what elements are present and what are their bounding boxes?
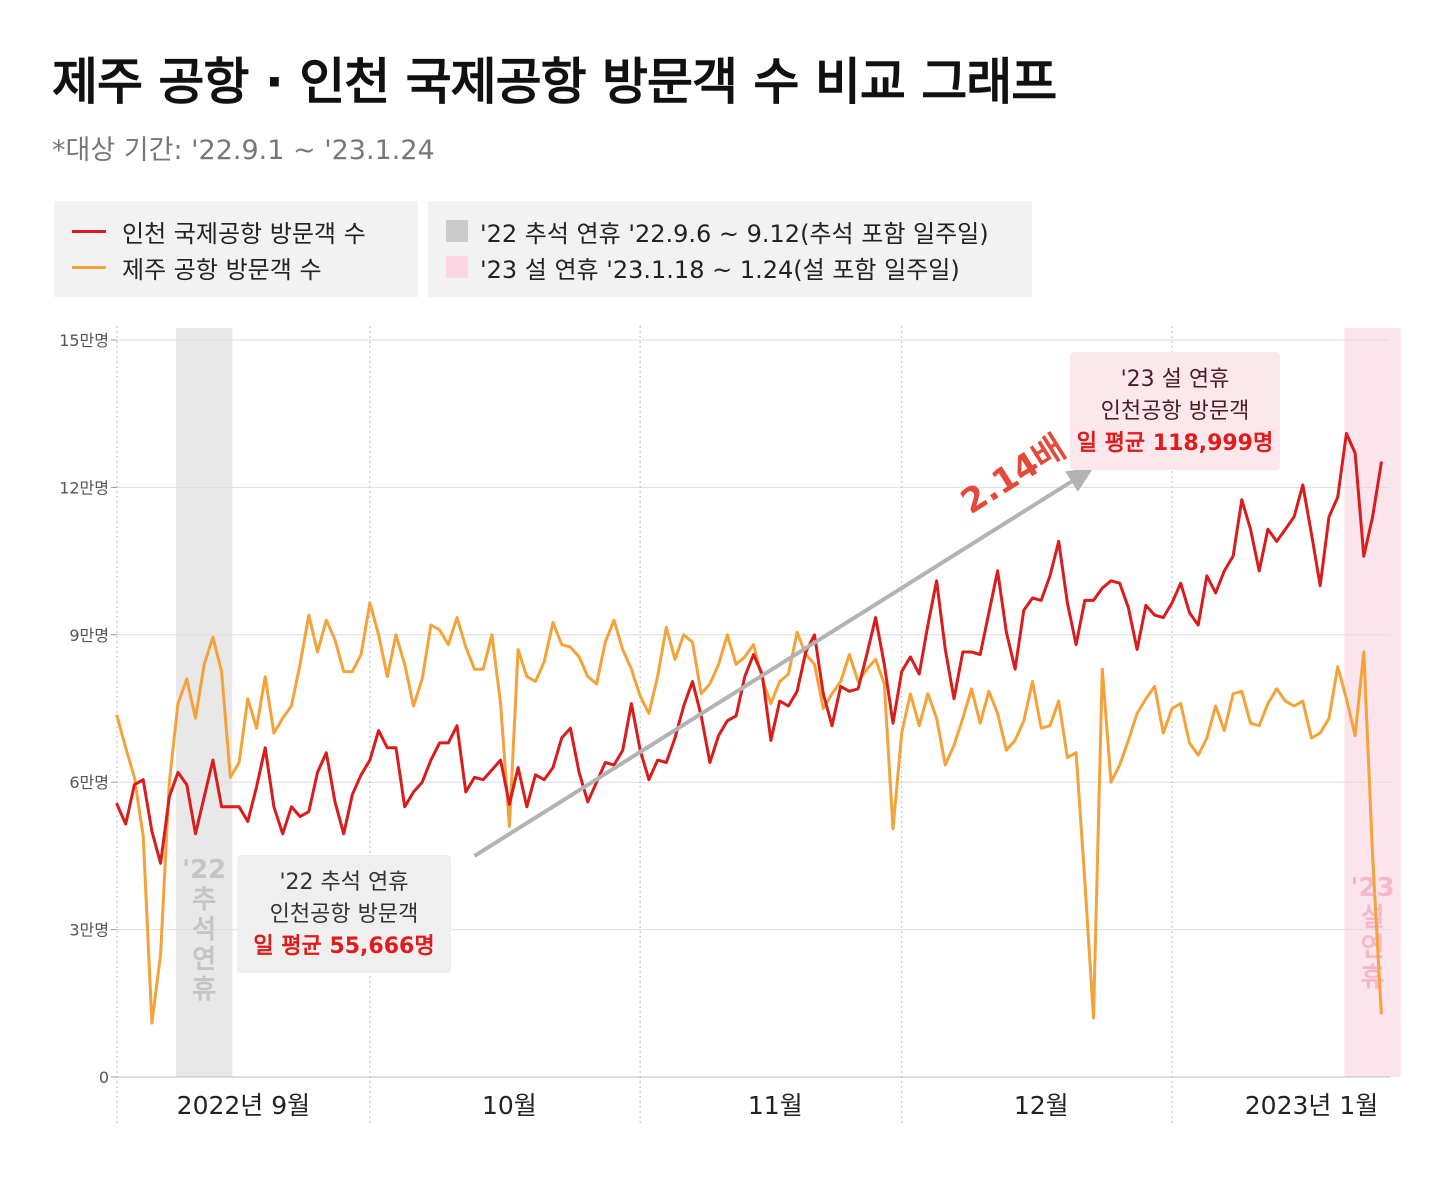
x-tick-label: 11월 <box>748 1091 803 1120</box>
trend-arrow-head <box>1065 467 1094 492</box>
legend-label-incheon: 인천 국제공항 방문객 수 <box>122 219 366 248</box>
band-label-char: 설 <box>1361 903 1385 933</box>
annotation-text: 인천공항 방문객 <box>1101 399 1250 424</box>
seollal-swatch-icon <box>446 256 468 278</box>
band-label-char: 휴 <box>192 975 216 1005</box>
x-tick-label: 2022년 9월 <box>177 1091 310 1120</box>
growth-ratio-label: 2.14배 <box>954 427 1073 522</box>
legend-item-seollal: '23 설 연휴 '23.1.18 ~ 1.24(설 포함 일주일) <box>446 249 1014 285</box>
annotation-text: '23 설 연휴 <box>1121 367 1230 392</box>
band-label-char: 연 <box>1361 933 1385 963</box>
legend-item-incheon: 인천 국제공항 방문객 수 <box>72 213 400 249</box>
period-legend: '22 추석 연휴 '22.9.6 ~ 9.12(추석 포함 일주일) '23 … <box>428 201 1032 297</box>
y-tick-label: 15만명 <box>59 331 109 350</box>
x-tick-label: 12월 <box>1014 1091 1069 1120</box>
band-label-char: 석 <box>192 915 216 945</box>
annotation-box <box>1070 352 1280 470</box>
annotation-highlight: 일 평균 118,999명 <box>1077 431 1273 456</box>
x-tick-label: 10월 <box>482 1091 537 1120</box>
legend-label-jeju: 제주 공항 방문객 수 <box>122 255 322 284</box>
chuseok-swatch-icon <box>446 220 468 242</box>
jeju-line-icon <box>72 265 106 269</box>
annotation-text: '22 추석 연휴 <box>280 870 409 895</box>
incheon-line-icon <box>72 229 106 233</box>
annotation-highlight: 일 평균 55,666명 <box>253 934 434 959</box>
x-tick-label: 2023년 1월 <box>1245 1091 1378 1120</box>
legend-label-seollal: '23 설 연휴 '23.1.18 ~ 1.24(설 포함 일주일) <box>480 255 960 284</box>
legend-label-chuseok: '22 추석 연휴 '22.9.6 ~ 9.12(추석 포함 일주일) <box>480 219 989 248</box>
band-label-char: 추 <box>192 885 216 915</box>
y-tick-label: 3만명 <box>69 921 109 940</box>
legend-item-jeju: 제주 공항 방문객 수 <box>72 249 400 285</box>
y-tick-label: 0 <box>99 1068 109 1087</box>
series-line-jeju <box>115 601 1383 1025</box>
annotation-text: 인천공항 방문객 <box>270 902 419 927</box>
trend-arrow-shaft <box>473 479 1073 858</box>
band-label-char: '22 <box>182 855 226 885</box>
page-title: 제주 공항 · 인천 국제공항 방문객 수 비교 그래프 <box>52 53 1057 111</box>
period-subtitle: *대상 기간: '22.9.1 ~ '23.1.24 <box>52 135 435 166</box>
series-line-incheon <box>115 431 1383 865</box>
annotation-box <box>237 855 451 973</box>
band-label-char: 연 <box>192 945 216 975</box>
y-tick-label: 9만명 <box>69 626 109 645</box>
legend-item-chuseok: '22 추석 연휴 '22.9.6 ~ 9.12(추석 포함 일주일) <box>446 213 1014 249</box>
y-tick-label: 12만명 <box>59 478 109 497</box>
y-tick-label: 6만명 <box>69 773 109 792</box>
line-legend: 인천 국제공항 방문객 수 제주 공항 방문객 수 <box>54 201 418 297</box>
